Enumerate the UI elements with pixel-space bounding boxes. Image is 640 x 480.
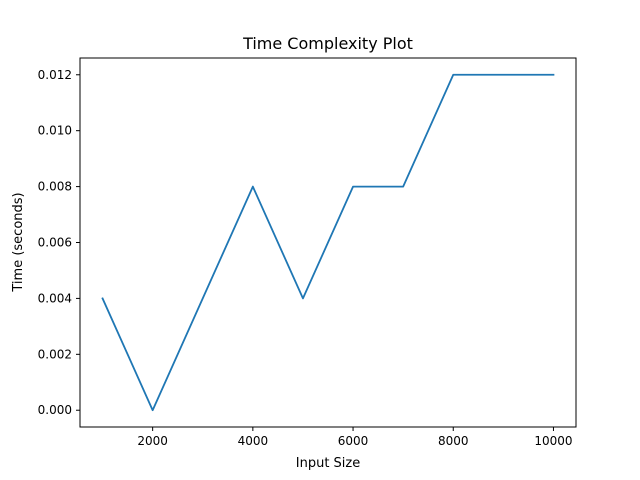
series-line-0: [101, 73, 555, 412]
x-tick-label: 2000: [137, 434, 168, 448]
x-tick-label: 6000: [338, 434, 369, 448]
y-axis-label: Time (seconds): [11, 192, 26, 292]
y-tick-label: 0.002: [38, 347, 72, 361]
x-tick-label: 10000: [534, 434, 572, 448]
chart-title: Time Complexity Plot: [242, 34, 413, 53]
x-axis-label: Input Size: [296, 456, 360, 471]
y-tick-label: 0.006: [38, 236, 72, 250]
y-tick-label: 0.000: [38, 403, 72, 417]
y-tick-label: 0.008: [38, 180, 72, 194]
plot-area: 2000 4000 6000 8000 10000 0.000 0.002 0.004 0.00…: [38, 57, 577, 448]
y-tick-label: 0.012: [38, 68, 72, 82]
x-tick-label: 8000: [438, 434, 469, 448]
y-tick-label: 0.004: [38, 291, 72, 305]
y-tick-label: 0.010: [38, 124, 72, 138]
x-tick-label: 4000: [238, 434, 269, 448]
